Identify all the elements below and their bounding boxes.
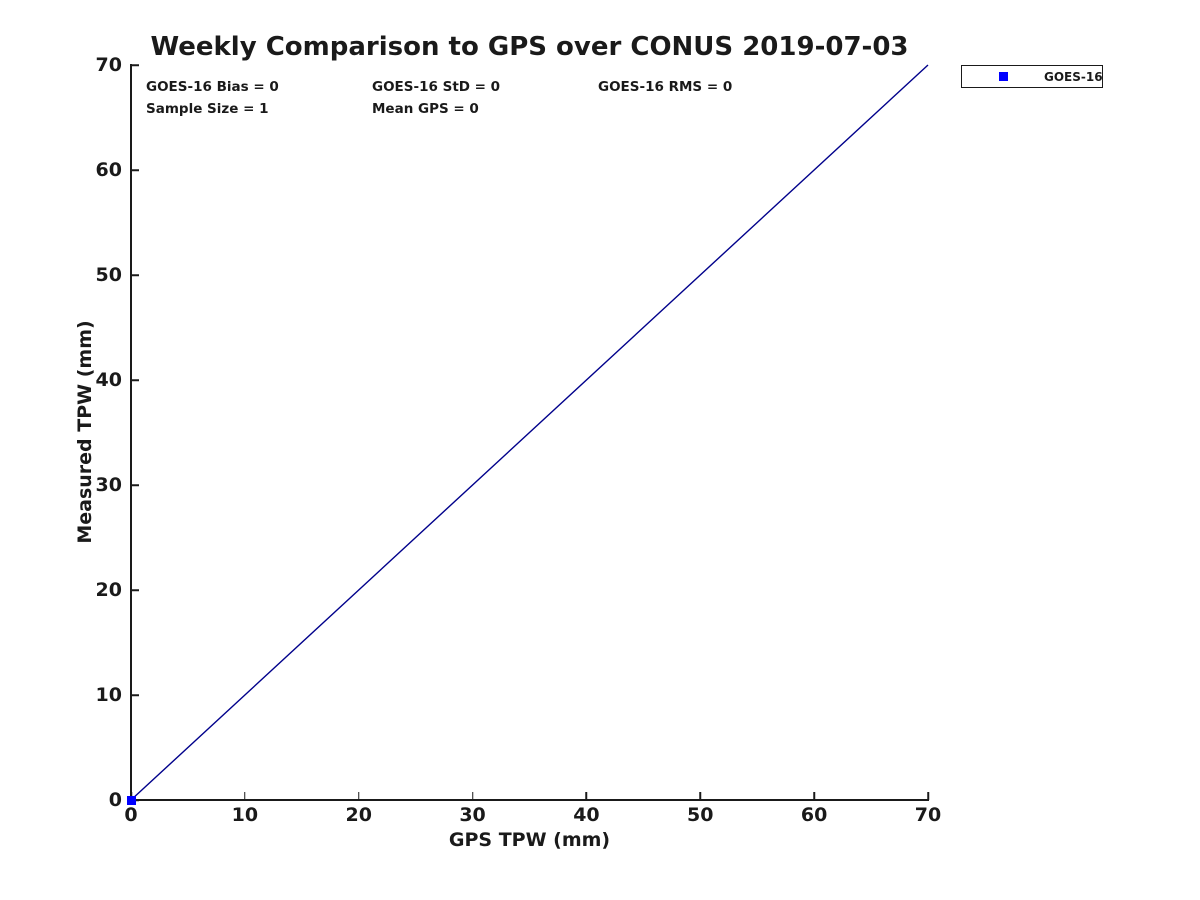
- x-tick-mark: [357, 792, 360, 800]
- x-tick-mark: [927, 792, 929, 800]
- y-tick-mark: [131, 64, 139, 66]
- x-axis-label: GPS TPW (mm): [448, 829, 611, 851]
- y-tick-label: 10: [95, 684, 122, 706]
- x-axis-spine: [130, 799, 929, 801]
- stats-annotation: GOES-16 StD = 0: [372, 79, 501, 95]
- stats-annotation: GOES-16 RMS = 0: [598, 79, 733, 95]
- stats-annotation: GOES-16 Bias = 0: [146, 79, 279, 95]
- x-tick-label: 70: [914, 804, 942, 826]
- x-tick-label: 0: [124, 804, 138, 826]
- x-tick-mark: [244, 792, 246, 800]
- y-tick-mark: [131, 589, 139, 591]
- y-tick-mark: [131, 694, 139, 696]
- y-tick-label: 20: [95, 579, 122, 601]
- x-tick-mark: [699, 792, 702, 800]
- x-tick-mark: [813, 792, 815, 800]
- x-tick-label: 50: [687, 804, 714, 826]
- y-axis-spine: [130, 64, 132, 801]
- y-axis-label: Measured TPW (mm): [74, 320, 96, 544]
- y-tick-label: 50: [95, 264, 122, 286]
- legend-label: GOES-16: [1044, 69, 1103, 84]
- stats-annotation: Sample Size = 1: [146, 101, 269, 117]
- y-tick-mark: [131, 169, 139, 171]
- chart-title: Weekly Comparison to GPS over CONUS 2019…: [150, 32, 909, 62]
- y-tick-label: 70: [95, 54, 122, 76]
- x-tick-label: 10: [231, 804, 259, 826]
- x-tick-mark: [585, 792, 588, 800]
- stats-annotation: Mean GPS = 0: [372, 101, 479, 117]
- y-tick-label: 0: [108, 789, 122, 811]
- identity-line: [130, 64, 929, 801]
- y-tick-label: 60: [95, 159, 122, 181]
- legend: GOES-16: [961, 65, 1103, 88]
- y-tick-label: 40: [95, 369, 122, 391]
- x-tick-label: 60: [800, 804, 828, 826]
- y-tick-label: 30: [95, 474, 122, 496]
- y-tick-mark: [131, 484, 139, 486]
- y-tick-labels: 0 10 20 30 40 50 60 70: [0, 54, 122, 811]
- x-tick-label: 40: [573, 804, 600, 826]
- y-tick-mark: [131, 274, 139, 276]
- x-tick-label: 30: [459, 804, 486, 826]
- legend-marker-square-icon: [999, 72, 1008, 81]
- x-tick-labels: 0 10 20 30 40 50 60 70: [124, 804, 941, 830]
- x-tick-label: 20: [345, 804, 372, 826]
- y-tick-mark: [131, 379, 139, 381]
- plot-area: GOES-16 Bias = 0 GOES-16 StD = 0 GOES-16 R…: [126, 64, 929, 805]
- data-point-marker: [126, 795, 136, 805]
- x-tick-mark: [471, 792, 474, 800]
